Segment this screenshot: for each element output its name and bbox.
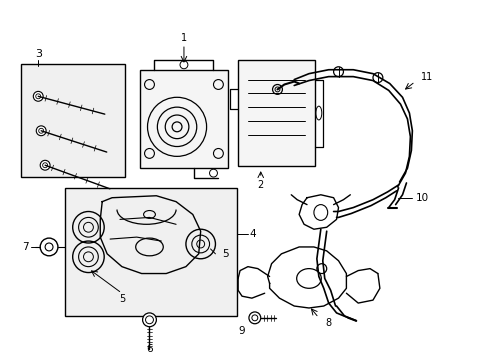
Text: 10: 10 xyxy=(415,193,428,203)
Text: 1: 1 xyxy=(181,33,186,43)
Text: 11: 11 xyxy=(420,72,432,82)
Bar xyxy=(21,64,124,177)
Circle shape xyxy=(36,126,46,136)
Text: 2: 2 xyxy=(257,180,264,190)
Text: 9: 9 xyxy=(238,326,245,336)
Circle shape xyxy=(33,91,43,101)
Text: 5: 5 xyxy=(119,294,125,304)
Bar xyxy=(238,60,314,166)
Text: 8: 8 xyxy=(325,318,331,328)
Text: 7: 7 xyxy=(22,242,29,252)
Text: 3: 3 xyxy=(35,49,41,59)
Text: 4: 4 xyxy=(249,229,256,239)
Bar xyxy=(65,188,237,316)
Circle shape xyxy=(248,312,260,324)
Bar xyxy=(140,70,228,168)
Circle shape xyxy=(40,160,50,170)
Text: 5: 5 xyxy=(222,249,228,259)
Circle shape xyxy=(142,313,156,327)
Text: 6: 6 xyxy=(146,345,152,354)
